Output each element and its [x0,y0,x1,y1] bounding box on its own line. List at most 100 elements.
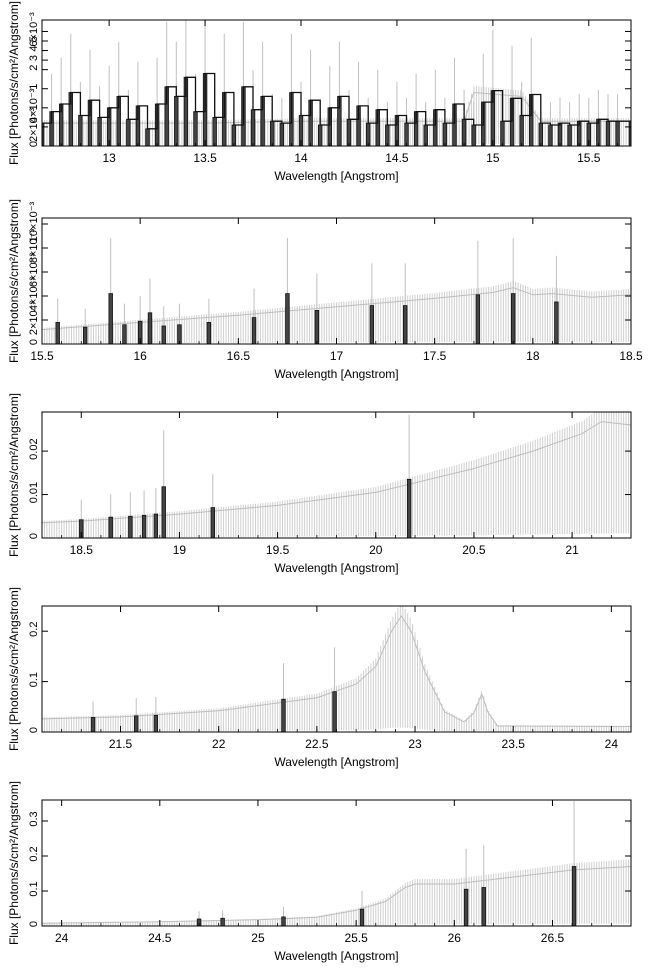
data-point [251,317,257,344]
data-point [557,122,563,146]
x-tick-label: 22 [212,737,226,751]
data-point [423,124,428,146]
y-tick-label: 2×10⁻³ [28,301,40,336]
y-tick-label: 6×10⁻³ [28,12,40,47]
y-tick-label: 4×10⁻³ [28,277,40,312]
data-point [463,888,469,926]
y-tick-label: 2 [28,65,40,71]
y-tick-label: 0.01 [28,482,40,503]
model-series [42,280,631,344]
data-point [317,124,323,146]
chart-panel-3: 18.5 19 19.5 20 20.5 21 0 0.01 0.02 Wavelength [A… [7,393,632,575]
data-point [475,294,481,344]
y-tick-label: 3 [28,55,40,61]
model-series [42,412,631,538]
data-point [137,320,143,344]
data-point [281,698,286,732]
y-tick-label: 0.02 [28,438,40,459]
plot-area [42,801,631,926]
data-point [97,116,102,146]
data-point [461,118,467,146]
data-series [79,414,412,538]
x-axis-label: Wavelength [Angstrom] [274,755,398,769]
data-point [145,128,150,146]
y-tick-label: 0.2 [28,622,40,637]
x-axis-label: Wavelength [Angstrom] [274,367,398,381]
y-tick-label: 0 [28,141,40,147]
data-point [605,120,611,146]
y-tick-label: 4×10⁻³ [28,88,40,123]
data-point [161,486,166,538]
data-point [55,321,60,344]
x-tick-label: 26 [448,931,462,945]
y-tick-label: 0 [28,921,40,927]
plot-frame [41,19,632,147]
data-point [90,716,96,732]
data-histogram [42,72,631,130]
x-tick-label: 13.5 [193,151,217,165]
x-tick-label: 25.5 [344,931,368,945]
plot-area [42,20,631,146]
model-series [42,606,631,732]
data-point [161,325,166,344]
data-point [174,95,179,146]
plot-area [42,606,631,732]
y-axis-label: Flux [Photons/s/cm²/Angstrom] [7,587,21,751]
x-tick-label: 14.5 [385,151,409,165]
x-tick-label: 15.5 [30,349,54,363]
data-point [122,324,127,344]
y-axis-label: Flux [Photons/s/cm²/Angstrom] [7,781,21,945]
data-point [314,309,320,344]
data-point [250,109,256,146]
y-axis-label: Flux [Photons/s/cm²/Angstrom] [7,1,21,165]
data-point [270,120,275,146]
y-tick-label: 0.1 [28,672,40,687]
data-point [153,714,159,732]
x-axis-label: Wavelength [Angstrom] [274,949,398,963]
model-line [42,287,631,331]
data-point [153,513,159,538]
data-point [404,122,409,146]
data-point [231,124,237,146]
data-point [285,293,290,344]
data-point [206,321,212,344]
y-tick-label: 5 [28,36,40,42]
data-point [134,715,139,732]
data-point [519,115,524,146]
x-tick-label: 17 [330,349,344,363]
chart-panel-5: 24 24.5 25 25.5 26 26.5 0 0.1 0.2 0.3 Wavelength [… [7,781,632,963]
data-point [141,515,147,538]
x-tick-label: 21 [565,543,579,557]
x-tick-label: 15.5 [577,151,601,165]
model-line [42,866,631,924]
data-point [471,124,476,146]
data-point [346,118,352,146]
x-tick-label: 19 [173,543,187,557]
data-point [212,116,217,146]
x-tick-label: 18.5 [619,349,643,363]
data-point [571,866,577,926]
x-axis-label: Wavelength [Angstrom] [274,561,398,575]
x-tick-label: 16.5 [227,349,251,363]
data-point [128,515,133,538]
data-point [332,691,337,732]
plot-area [42,238,631,344]
data-point [554,301,559,344]
y-axis-label: Flux [Photons/s/cm²/Angstrom] [7,393,21,557]
data-point [147,312,153,344]
x-tick-label: 20 [369,543,383,557]
x-tick-label: 23 [408,737,422,751]
x-tick-label: 18 [526,349,540,363]
data-point [615,120,620,146]
data-point [567,124,572,146]
data-point [481,887,486,926]
chart-panel-2: 15.5 16 16.5 17 17.5 18 18.5 0 2×10⁻³4×10⁻³6×10⁻… [7,199,643,381]
x-tick-label: 23.5 [502,737,526,751]
y-tick-label: 0 [28,339,40,345]
data-point [442,122,448,146]
data-point [365,122,371,146]
data-point [108,293,113,344]
data-point [108,516,113,538]
y-tick-label: 6×10⁻³ [28,253,40,288]
chart-panel-1: 13 13.5 14 14.5 15 15.5 02×10⁻³4×10⁻³1 2 3 4 56×10… [7,1,632,183]
